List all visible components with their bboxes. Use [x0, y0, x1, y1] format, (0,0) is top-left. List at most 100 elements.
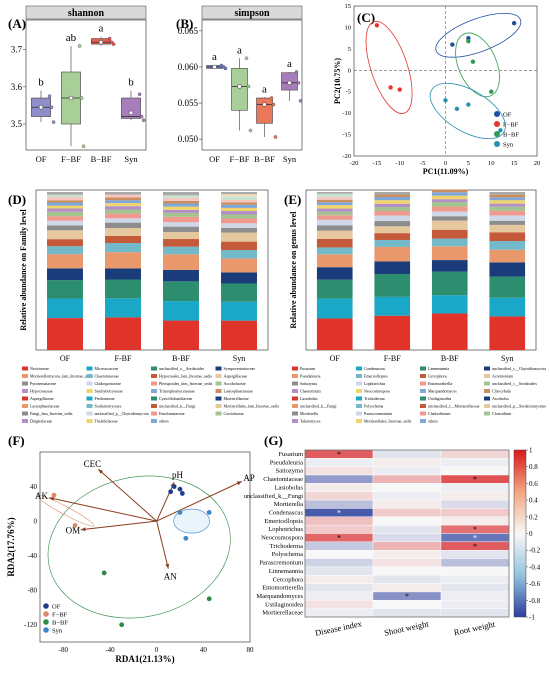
bar-segment — [105, 317, 141, 350]
significance-star: * — [337, 508, 341, 517]
bar-segment — [489, 276, 526, 298]
bar-segment — [221, 218, 257, 224]
bar-segment — [489, 224, 526, 233]
y-tick-label: 3.6 — [11, 82, 23, 92]
y-tick-label: 0.060 — [178, 62, 199, 72]
data-point — [397, 87, 402, 92]
legend-label: Nectriaceae — [30, 366, 49, 371]
env-arrow — [156, 482, 175, 522]
legend-swatch — [151, 389, 157, 393]
confidence-ellipse — [455, 32, 500, 98]
simpson-box-chart: simpson 0.050 0.055 0.060 0.065 a OF a F−BF a B−BF… — [178, 5, 303, 164]
heatmap-cell — [440, 583, 510, 593]
legend-label: Trichoderma — [364, 396, 385, 401]
legend-label: Clitocybula — [492, 389, 511, 394]
colorbar-tick-label: -0.2 — [529, 547, 541, 555]
row-label: Emericellopsis — [264, 518, 303, 525]
bar-segment-others — [489, 192, 526, 195]
legend-swatch — [215, 396, 222, 401]
y-tick-label: -80 — [28, 587, 38, 595]
legend-label: Mortierellales_Incertae_sedis — [364, 419, 412, 424]
legend-label: Aspergillaceae — [30, 396, 54, 401]
heatmap-cell — [440, 491, 510, 501]
legend-label: unclassified_p__Sordariomycetes — [492, 404, 546, 409]
data-point — [219, 63, 224, 68]
bar-segment — [105, 228, 141, 236]
bar-segment — [105, 298, 141, 318]
bar-segment — [316, 215, 353, 220]
colorbar-tick-label: 0.4 — [529, 497, 538, 505]
y-tick-label: 0.055 — [178, 98, 199, 108]
legend-label: Mortierellales_fam_Incertae_sedis — [224, 404, 280, 409]
data-point — [51, 120, 56, 124]
bar-segment — [316, 211, 353, 216]
arrow-head — [49, 496, 55, 501]
legend-label: Dinglerlaceae — [30, 419, 52, 424]
bar-segment — [105, 197, 141, 201]
data-point — [296, 81, 301, 85]
bar-segment — [374, 246, 411, 262]
column-label: Root weight — [453, 619, 497, 638]
legend-swatch — [151, 419, 157, 423]
y-tick-label: 0 — [34, 518, 38, 526]
data-point — [177, 486, 183, 492]
heatmap-cell — [304, 466, 374, 476]
heatmap-cell — [372, 474, 442, 484]
arrow-head — [80, 527, 86, 532]
panel-label-c: (C) — [357, 10, 375, 25]
bar-segment — [489, 262, 526, 277]
x-tick-label: F−BF — [61, 154, 81, 164]
bar-segment — [316, 199, 353, 203]
legend-swatch — [86, 404, 93, 408]
bar-segment — [163, 209, 199, 213]
bar-segment — [489, 297, 526, 317]
bar-segment — [221, 320, 257, 350]
bar-segment — [316, 230, 353, 239]
legend-label: Fungi_fam_Incertae_sedis — [30, 411, 73, 416]
heatmap-cell — [372, 458, 442, 467]
colorbar-tick-label: -0.8 — [529, 597, 541, 605]
legend-swatch — [292, 404, 298, 408]
bar-segment — [105, 222, 141, 229]
data-point — [179, 491, 185, 496]
bar-segment — [47, 200, 83, 203]
x-tick-label: -15 — [373, 160, 382, 167]
legend-label: Talaromyces — [300, 419, 321, 424]
legend-label: Piedraiaceae — [95, 396, 115, 401]
data-point — [72, 523, 78, 528]
legend-label: Pseudaleuria — [300, 374, 321, 379]
data-point — [244, 56, 249, 61]
legend-swatch — [292, 374, 298, 378]
legend-label: Entolomataceae — [159, 411, 185, 416]
data-point — [168, 489, 174, 495]
bar-segment — [163, 197, 199, 201]
data-point — [273, 135, 278, 139]
bar-segment — [221, 283, 257, 302]
legend-swatch — [86, 366, 93, 371]
data-point — [454, 106, 460, 112]
env-arrow — [156, 480, 243, 522]
legend-label: Lasiosphaeriaceae — [224, 389, 254, 394]
heatmap-cell — [372, 583, 442, 593]
group-ellipse-fbf — [37, 494, 95, 527]
data-point — [49, 105, 54, 110]
bar-segment — [47, 318, 83, 350]
bar-segment — [163, 226, 199, 233]
legend-label: others — [428, 419, 438, 424]
plot-frame — [201, 19, 303, 151]
bar-segment — [374, 233, 411, 241]
bar-segment — [221, 241, 257, 250]
bar-segment — [105, 203, 141, 207]
legend-label: Mortierella — [300, 411, 318, 416]
legend-swatch — [151, 396, 157, 401]
x-tick-label: 15 — [511, 160, 518, 167]
bar-segment — [431, 238, 468, 247]
legend-label: Hypocreaceae — [30, 389, 53, 394]
bar-segment — [221, 249, 257, 259]
legend-label: Lophotrichus — [364, 381, 386, 386]
y-tick-label: 15 — [345, 3, 352, 10]
bar-segment — [316, 205, 353, 209]
legend-swatch — [151, 411, 157, 416]
bar-segment — [431, 295, 468, 314]
y-tick-label: -5 — [346, 89, 351, 96]
